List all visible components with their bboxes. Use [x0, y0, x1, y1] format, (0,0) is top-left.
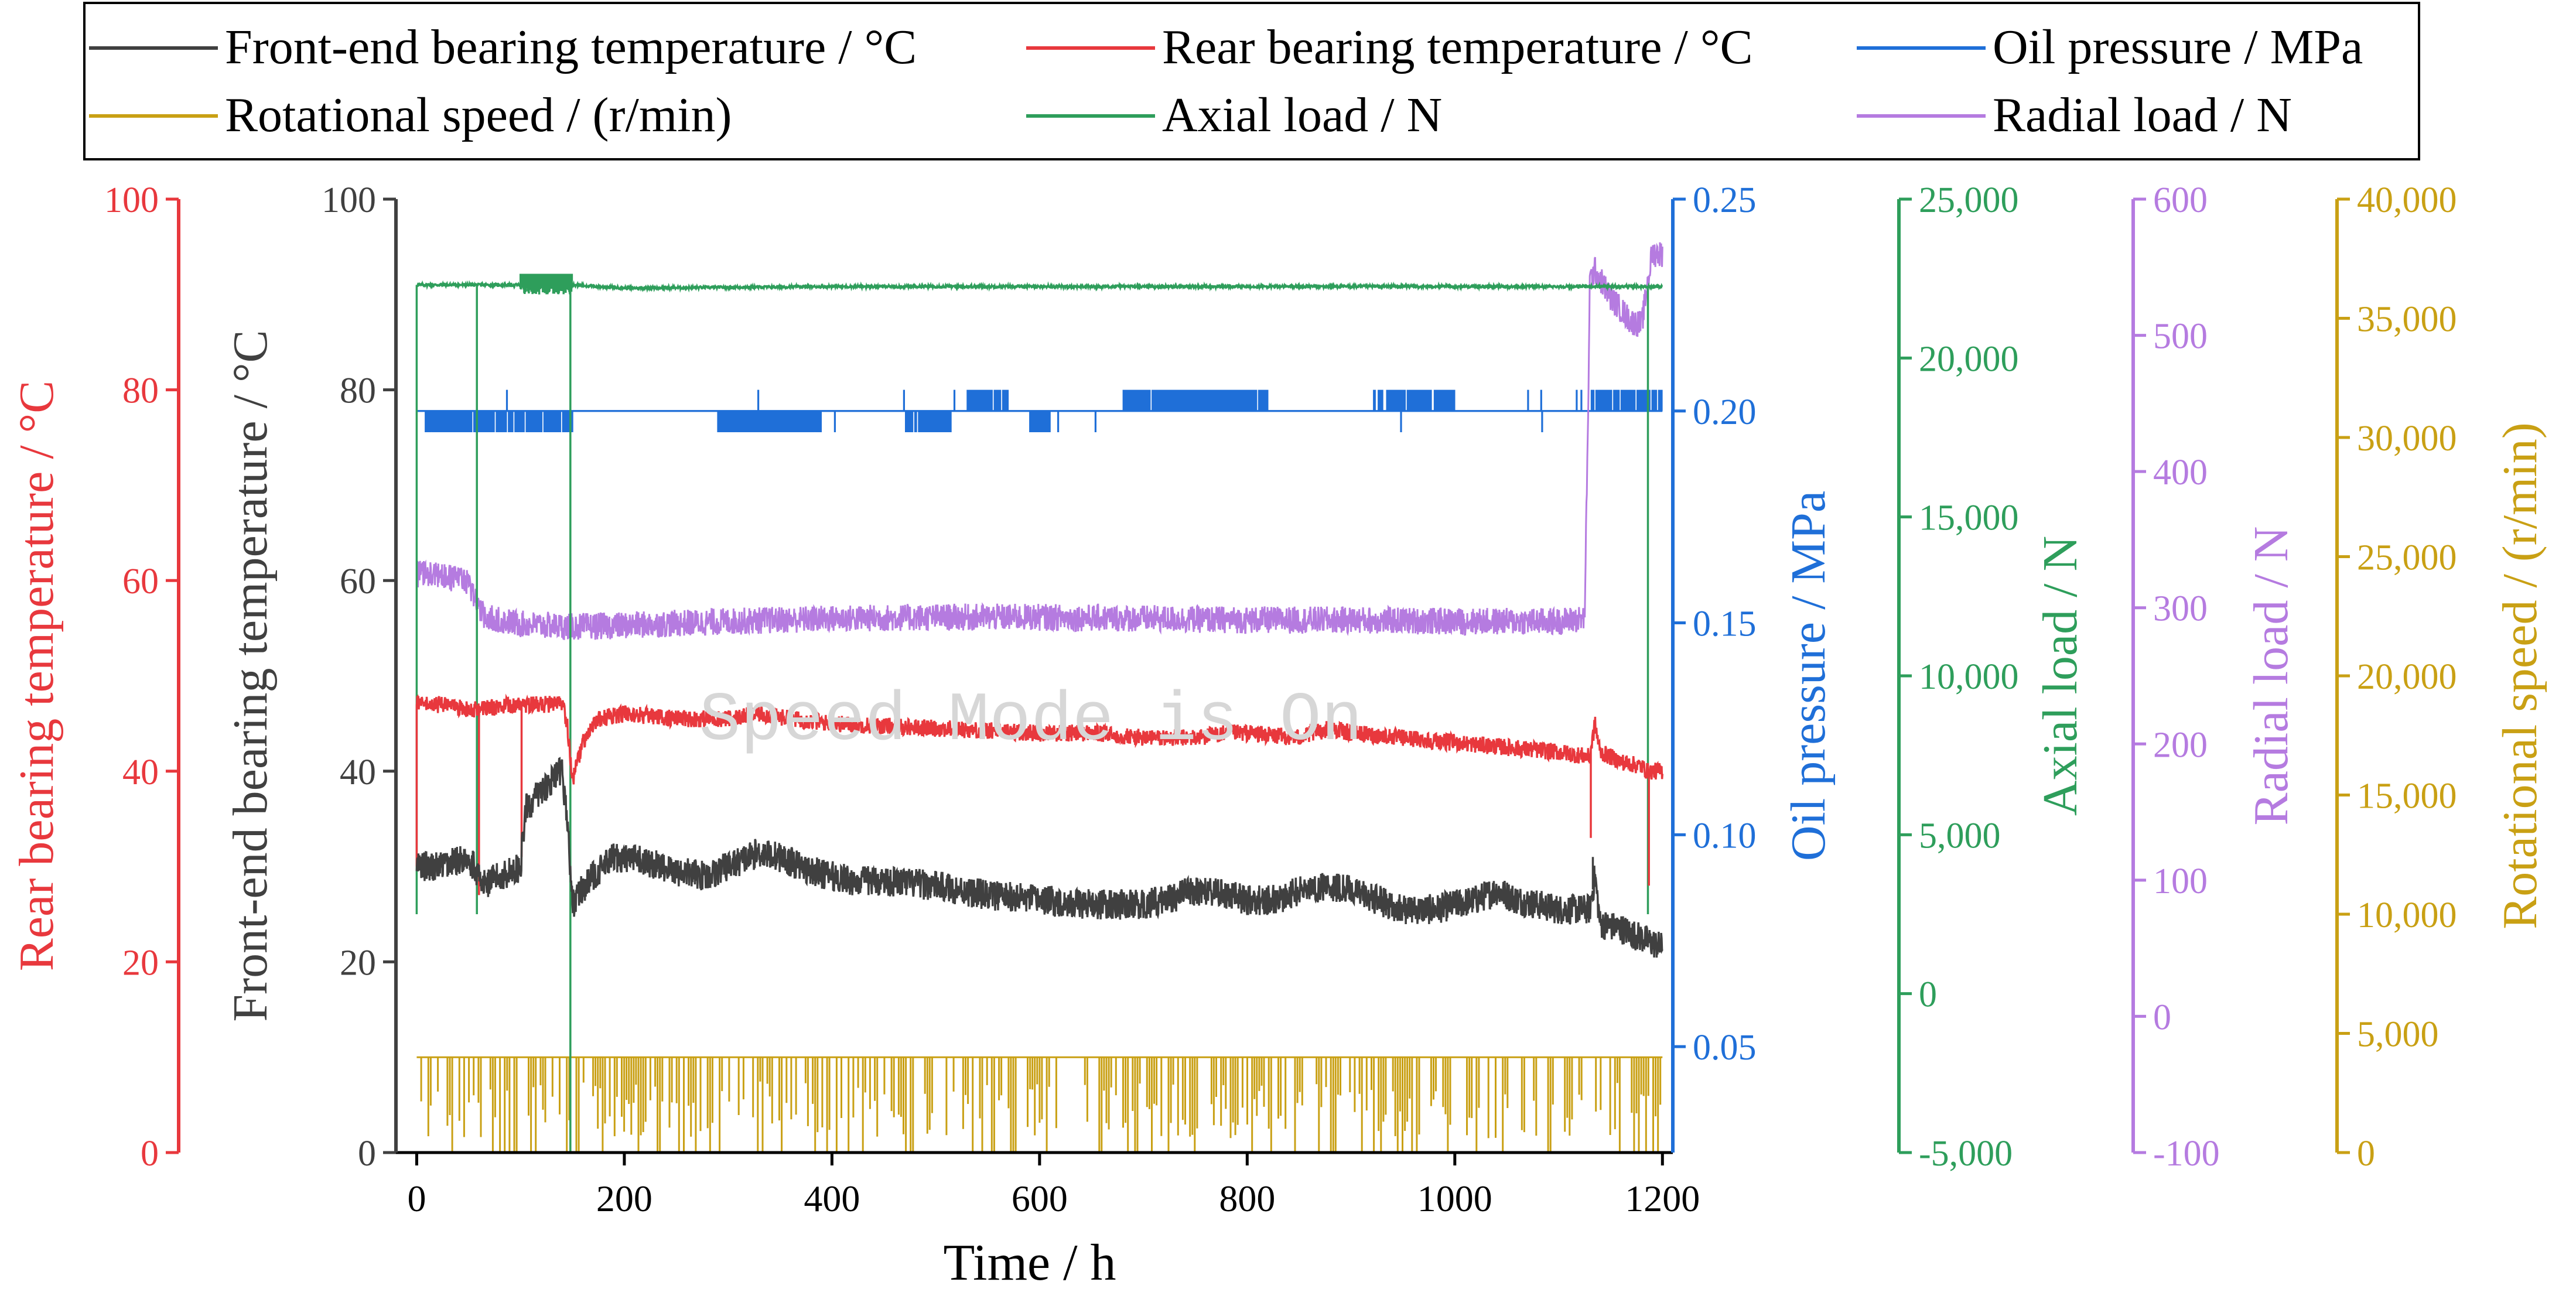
radial-tick-label-7: 600	[2153, 180, 2208, 220]
speed-tick-label-6: 30,000	[2357, 419, 2457, 459]
speed-tick-label-7: 35,000	[2357, 300, 2457, 340]
legend-label-axial: Axial load / N	[1162, 88, 1442, 142]
speed-tick-label-5: 25,000	[2357, 538, 2457, 578]
speed-axis-label: Rotational speed / (r/min)	[2493, 422, 2547, 929]
front-tick-label-4: 80	[340, 371, 376, 411]
oil-axis-label: Oil pressure / MPa	[1781, 491, 1836, 861]
legend-label-radial: Radial load / N	[1993, 88, 2292, 142]
oil-tick-label-3: 0.20	[1693, 392, 1757, 432]
speed-tick-label-8: 40,000	[2357, 180, 2457, 220]
x-tick-label-1200: 1200	[1625, 1178, 1700, 1219]
legend-label-rear: Rear bearing temperature / °C	[1162, 20, 1753, 74]
axial-tick-label-5: 20,000	[1919, 339, 2019, 379]
radial-tick-label-6: 500	[2153, 317, 2208, 357]
legend-label-oil: Oil pressure / MPa	[1993, 20, 2363, 74]
x-tick-label-600: 600	[1012, 1178, 1068, 1219]
radial-tick-label-0: -100	[2153, 1134, 2220, 1174]
radial-axis-label: Radial load / N	[2244, 526, 2298, 826]
axial-tick-label-3: 10,000	[1919, 657, 2019, 697]
axial-axis-label: Axial load / N	[2033, 536, 2088, 816]
front-tick-label-5: 100	[322, 180, 376, 220]
axial-tick-label-0: -5,000	[1919, 1134, 2013, 1174]
axial-tick-label-1: 0	[1919, 975, 1937, 1015]
x-tick-label-200: 200	[596, 1178, 652, 1219]
x-tick-label-800: 800	[1219, 1178, 1275, 1219]
legend-label-front: Front-end bearing temperature / °C	[225, 20, 917, 74]
rear-tick-label-3: 60	[122, 562, 159, 601]
series-axial-load	[415, 273, 1663, 1153]
rear-tick-label-0: 0	[141, 1134, 159, 1174]
axial-tick-label-6: 25,000	[1919, 180, 2019, 220]
front-axis-label: Front-end bearing temperature / °C	[223, 330, 278, 1021]
rear-tick-label-1: 20	[122, 943, 159, 983]
speed-tick-label-3: 15,000	[2357, 777, 2457, 816]
speed-tick-label-0: 0	[2357, 1134, 2375, 1174]
oil-tick-label-0: 0.05	[1693, 1028, 1757, 1068]
legend: Front-end bearing temperature / °C Rear b…	[83, 2, 2420, 160]
plot-area: Speed Mode is On	[396, 242, 1673, 1154]
x-axis-label: Time / h	[943, 1235, 1116, 1291]
speed-tick-label-4: 20,000	[2357, 657, 2457, 697]
radial-tick-label-4: 300	[2153, 589, 2208, 629]
speed-tick-label-2: 10,000	[2357, 895, 2457, 935]
x-tick-label-1000: 1000	[1417, 1178, 1492, 1219]
legend-label-speed: Rotational speed / (r/min)	[225, 88, 732, 142]
front-tick-label-2: 40	[340, 753, 376, 792]
radial-tick-label-5: 400	[2153, 453, 2208, 493]
series-rear-bearing-temperature	[415, 693, 1664, 895]
front-tick-label-1: 20	[340, 943, 376, 983]
rear-tick-label-4: 80	[122, 371, 159, 411]
axial-tick-label-4: 15,000	[1919, 498, 2019, 538]
radial-tick-label-3: 200	[2153, 725, 2208, 765]
oil-tick-label-2: 0.15	[1693, 604, 1757, 644]
oil-tick-label-4: 0.25	[1693, 180, 1757, 220]
x-tick-label-400: 400	[804, 1178, 860, 1219]
rear-axis-label: Rear bearing temperature / °C	[9, 381, 64, 972]
series-oil-pressure	[416, 389, 1663, 432]
x-tick-label-0: 0	[407, 1178, 426, 1219]
oil-tick-label-1: 0.10	[1693, 816, 1757, 856]
legend-box	[83, 2, 2420, 160]
speed-tick-label-1: 5,000	[2357, 1015, 2439, 1055]
radial-tick-label-2: 100	[2153, 861, 2208, 901]
watermark-text: Speed Mode is On	[699, 682, 1363, 760]
series-front-bearing-temperature	[415, 757, 1663, 958]
rear-tick-label-5: 100	[104, 180, 159, 220]
series-rotational-speed	[416, 1056, 1663, 1153]
radial-tick-label-1: 0	[2153, 997, 2171, 1037]
rear-tick-label-2: 40	[122, 753, 159, 792]
front-tick-label-3: 60	[340, 562, 376, 601]
axial-tick-label-2: 5,000	[1919, 816, 2001, 856]
series-radial-load	[415, 242, 1663, 640]
front-tick-label-0: 0	[358, 1134, 376, 1174]
